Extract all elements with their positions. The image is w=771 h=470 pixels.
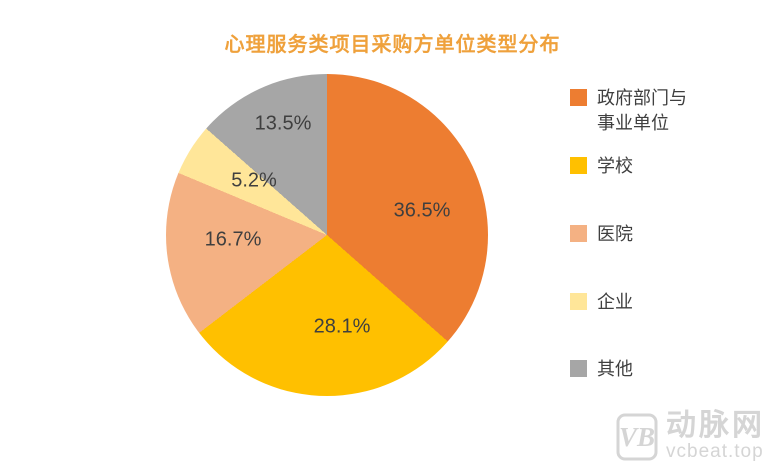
legend-swatch-gov — [570, 89, 587, 106]
legend-swatch-school — [570, 157, 587, 174]
legend-swatch-hospital — [570, 225, 587, 242]
pie-slice-label-school: 28.1% — [313, 315, 371, 338]
chart-title: 心理服务类项目采购方单位类型分布 — [224, 34, 561, 56]
watermark-site-name: 动脉网 — [666, 409, 765, 442]
legend-item-enterprise: 企业 — [570, 290, 633, 315]
legend-label-other: 其他 — [597, 359, 633, 379]
pie-slice-label-gov: 36.5% — [393, 199, 451, 222]
legend-swatch-enterprise — [570, 293, 587, 310]
pie-chart — [166, 74, 488, 396]
legend-swatch-other — [570, 360, 587, 377]
watermark: VB 动脉网 vcbeat.top — [616, 411, 765, 462]
legend-item-school: 学校 — [570, 154, 633, 179]
watermark-text: 动脉网 vcbeat.top — [666, 409, 765, 463]
legend-item-other: 其他 — [570, 357, 633, 382]
legend-item-hospital: 医院 — [570, 222, 633, 247]
legend-label-gov: 政府部门与 事业单位 — [597, 88, 687, 133]
pie-slice-label-hospital: 16.7% — [204, 228, 262, 251]
pie-slice-label-other: 13.5% — [254, 112, 312, 135]
vcbeat-logo-icon: VB — [616, 413, 658, 460]
legend-item-gov: 政府部门与 事业单位 — [570, 86, 687, 136]
watermark-site-url: vcbeat.top — [666, 441, 764, 462]
svg-text:VB: VB — [619, 422, 655, 452]
legend-label-school: 学校 — [597, 156, 633, 176]
pie-slice-label-enterprise: 5.2% — [231, 169, 277, 192]
legend-label-enterprise: 企业 — [597, 292, 633, 312]
legend-label-hospital: 医院 — [597, 224, 633, 244]
